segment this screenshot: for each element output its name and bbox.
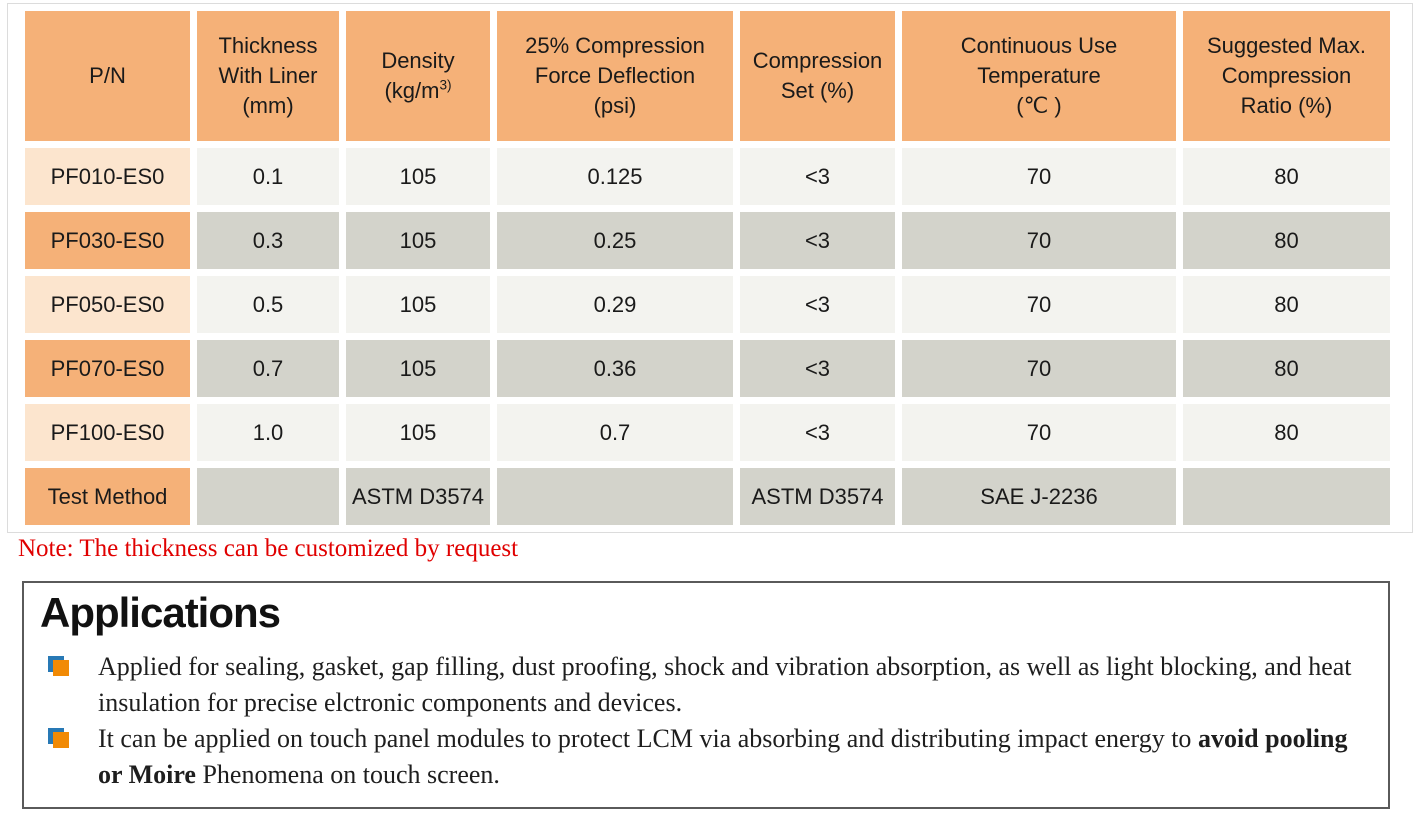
- cell-ratio: 80: [1183, 148, 1390, 205]
- cell-temperature: 70: [902, 340, 1176, 397]
- cell-cfd: 0.7: [497, 404, 733, 461]
- cell-density: 105: [346, 276, 490, 333]
- cell-thickness: 0.5: [197, 276, 339, 333]
- cell-compression-set: ASTM D3574: [740, 468, 895, 525]
- cell-test-method-label: Test Method: [25, 468, 190, 525]
- cell-density: ASTM D3574: [346, 468, 490, 525]
- cell-compression-set: <3: [740, 276, 895, 333]
- header-line: Set (%): [780, 78, 855, 103]
- header-line: 25% Compression: [525, 33, 705, 58]
- header-line: Suggested Max.: [1207, 33, 1366, 58]
- header-line: Density: [381, 48, 455, 73]
- applications-section: Applications Applied for sealing, gasket…: [22, 581, 1390, 809]
- spec-table: P/N Thickness With Liner (mm) Density (k…: [18, 4, 1397, 532]
- cell-cfd: 0.36: [497, 340, 733, 397]
- col-header-thickness: Thickness With Liner (mm): [197, 11, 339, 141]
- header-line: (mm): [242, 93, 294, 118]
- bullet-orange-square: [53, 732, 69, 748]
- cell-cfd: 0.29: [497, 276, 733, 333]
- header-line: Continuous Use: [960, 33, 1118, 58]
- table-row: PF070-ES0 0.7 105 0.36 <3 70 80: [25, 340, 1390, 397]
- spec-table-wrapper: P/N Thickness With Liner (mm) Density (k…: [7, 3, 1413, 533]
- cell-pn: PF030-ES0: [25, 212, 190, 269]
- table-row: PF030-ES0 0.3 105 0.25 <3 70 80: [25, 212, 1390, 269]
- header-line: Force Deflection: [534, 63, 696, 88]
- cell-compression-set: <3: [740, 404, 895, 461]
- header-line: Compression: [1221, 63, 1352, 88]
- col-header-continuous-use-temperature: Continuous Use Temperature (℃ ): [902, 11, 1176, 141]
- thickness-note: Note: The thickness can be customized by…: [18, 535, 519, 562]
- test-method-row: Test Method ASTM D3574 ASTM D3574 SAE J-…: [25, 468, 1390, 525]
- overlapping-squares-bullet-icon: [48, 728, 70, 750]
- col-header-compression-set: Compression Set (%): [740, 11, 895, 141]
- cell-thickness: 0.3: [197, 212, 339, 269]
- list-item: It can be applied on touch panel modules…: [48, 721, 1388, 793]
- cell-ratio: 80: [1183, 340, 1390, 397]
- cell-thickness: 0.1: [197, 148, 339, 205]
- cell-pn: PF010-ES0: [25, 148, 190, 205]
- header-line: (kg/m3): [384, 77, 452, 103]
- cell-temperature: SAE J-2236: [902, 468, 1176, 525]
- cell-temperature: 70: [902, 276, 1176, 333]
- cell-temperature: 70: [902, 212, 1176, 269]
- bold-phrase: avoid pooling or Moire: [98, 724, 1348, 789]
- header-line: Compression: [752, 48, 883, 73]
- cell-thickness: 1.0: [197, 404, 339, 461]
- header-line: Temperature: [977, 63, 1101, 88]
- list-item: Applied for sealing, gasket, gap filling…: [48, 649, 1388, 721]
- superscript: 3): [439, 77, 452, 93]
- cell-density: 105: [346, 212, 490, 269]
- applications-list: Applied for sealing, gasket, gap filling…: [48, 649, 1388, 793]
- application-item-text: It can be applied on touch panel modules…: [98, 724, 1348, 789]
- header-row: P/N Thickness With Liner (mm) Density (k…: [25, 11, 1390, 141]
- cell-compression-set: <3: [740, 212, 895, 269]
- cell-thickness: 0.7: [197, 340, 339, 397]
- cell-pn: PF050-ES0: [25, 276, 190, 333]
- header-line: P/N: [89, 63, 126, 88]
- table-row: PF100-ES0 1.0 105 0.7 <3 70 80: [25, 404, 1390, 461]
- cell-compression-set: <3: [740, 340, 895, 397]
- cell-cfd: [497, 468, 733, 525]
- table-row: PF050-ES0 0.5 105 0.29 <3 70 80: [25, 276, 1390, 333]
- col-header-suggested-max-compression-ratio: Suggested Max. Compression Ratio (%): [1183, 11, 1390, 141]
- cell-cfd: 0.125: [497, 148, 733, 205]
- cell-temperature: 70: [902, 148, 1176, 205]
- header-line: With Liner: [218, 63, 318, 88]
- header-line: Thickness: [218, 33, 318, 58]
- cell-cfd: 0.25: [497, 212, 733, 269]
- cell-ratio: 80: [1183, 212, 1390, 269]
- cell-compression-set: <3: [740, 148, 895, 205]
- cell-ratio: 80: [1183, 276, 1390, 333]
- header-line: (℃ ): [1016, 93, 1062, 118]
- col-header-compression-force-deflection: 25% Compression Force Deflection (psi): [497, 11, 733, 141]
- overlapping-squares-bullet-icon: [48, 656, 70, 678]
- table-row: PF010-ES0 0.1 105 0.125 <3 70 80: [25, 148, 1390, 205]
- applications-title: Applications: [40, 589, 281, 636]
- cell-thickness: [197, 468, 339, 525]
- col-header-pn: P/N: [25, 11, 190, 141]
- cell-pn: PF100-ES0: [25, 404, 190, 461]
- cell-density: 105: [346, 404, 490, 461]
- bullet-orange-square: [53, 660, 69, 676]
- cell-pn: PF070-ES0: [25, 340, 190, 397]
- cell-ratio: 80: [1183, 404, 1390, 461]
- header-line: Ratio (%): [1240, 93, 1333, 118]
- cell-temperature: 70: [902, 404, 1176, 461]
- cell-density: 105: [346, 340, 490, 397]
- application-item-text: Applied for sealing, gasket, gap filling…: [98, 652, 1352, 717]
- cell-ratio: [1183, 468, 1390, 525]
- cell-density: 105: [346, 148, 490, 205]
- col-header-density: Density (kg/m3): [346, 11, 490, 141]
- header-line: (psi): [593, 93, 637, 118]
